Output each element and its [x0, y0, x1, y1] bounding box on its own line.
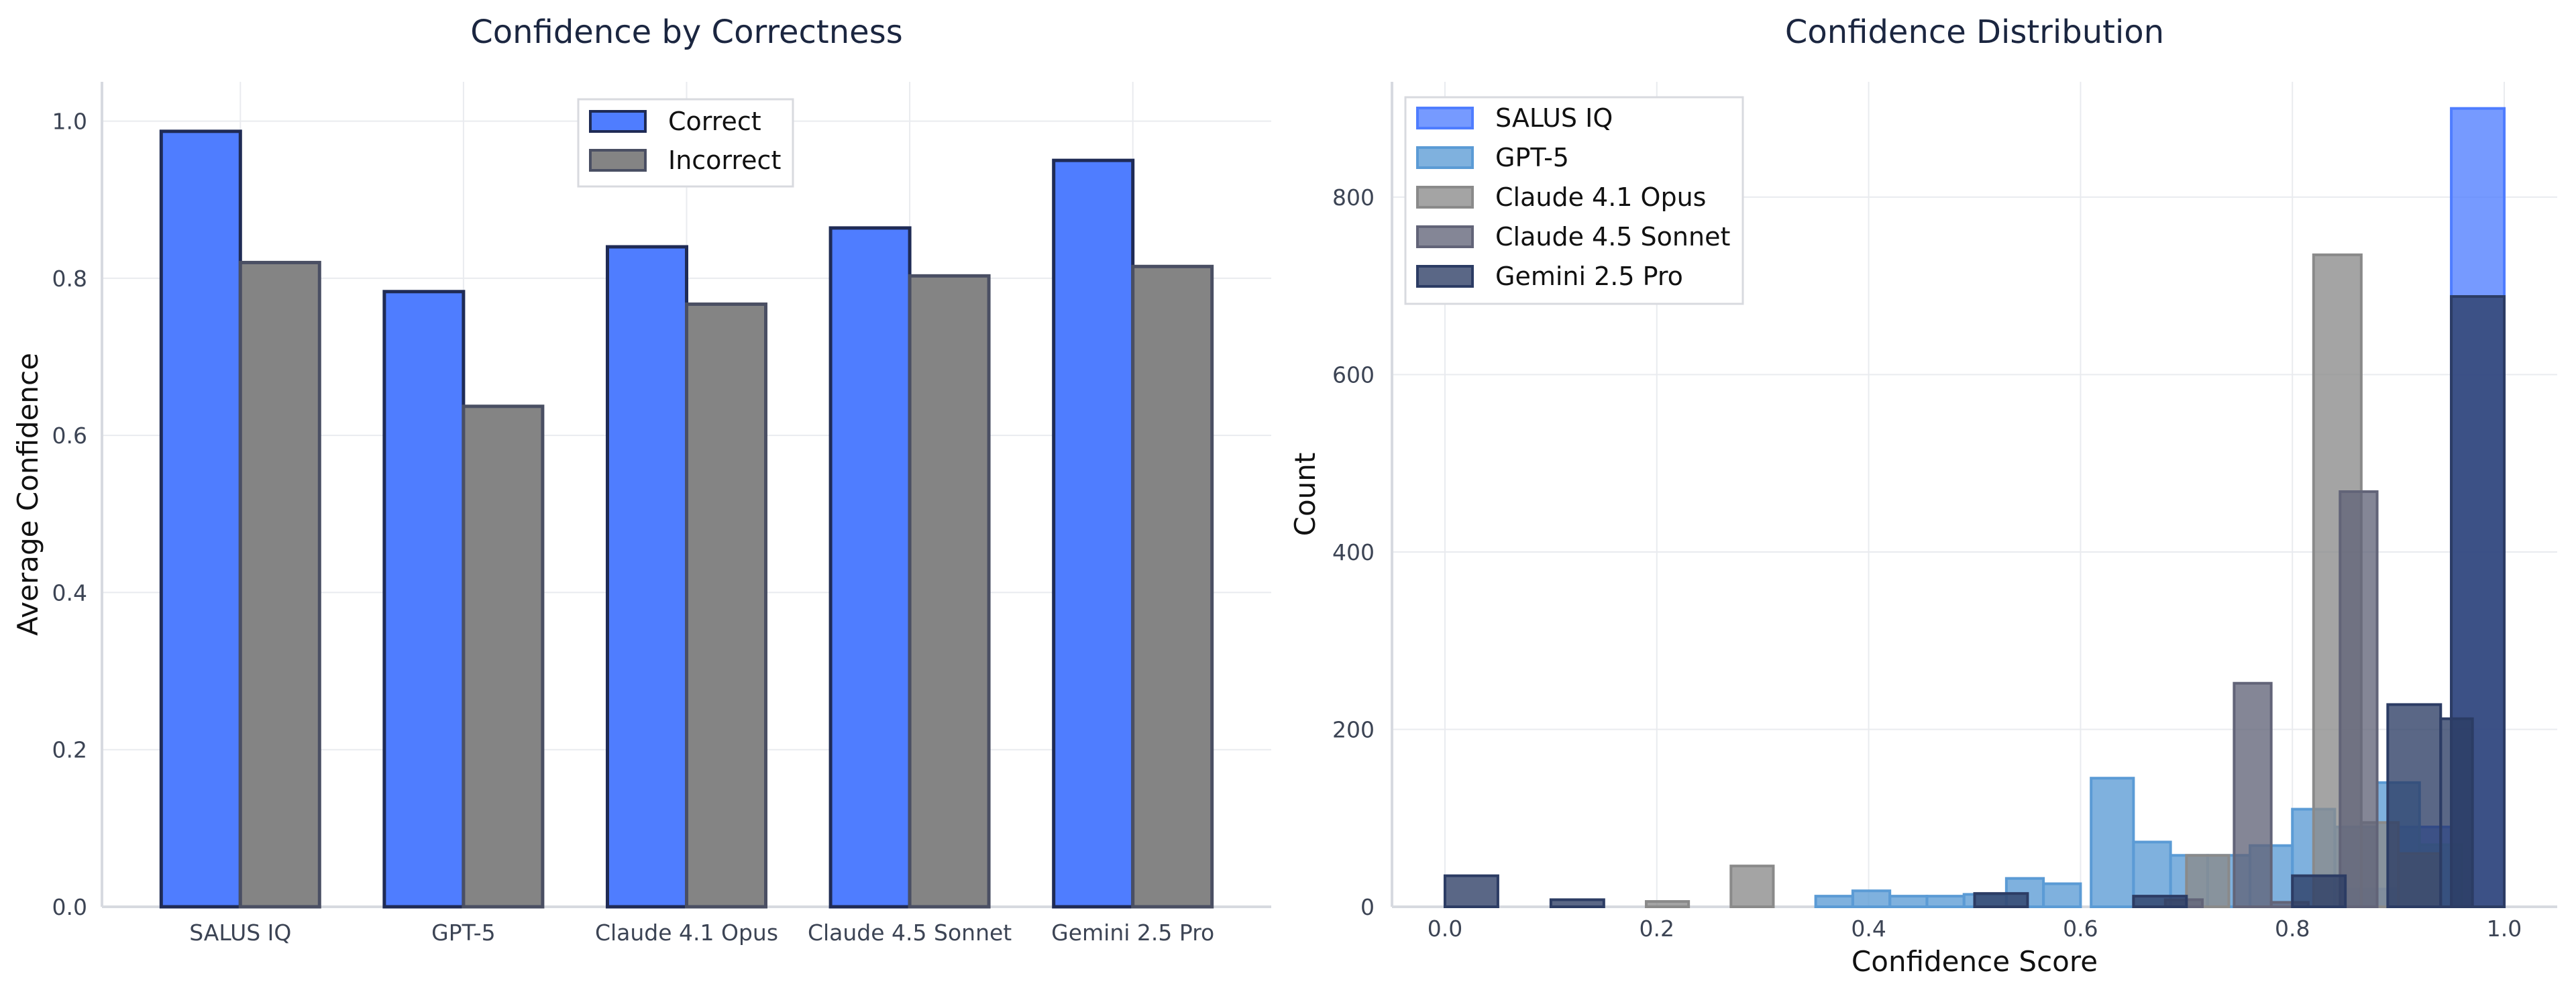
- hist-bar-gemini-2-5-pro: [2132, 895, 2188, 908]
- bar-correct-claude-4-1-opus: [606, 245, 688, 909]
- legend-swatch-claude-4-1-opus: [1416, 186, 1474, 209]
- x-tick-label: 0.6: [2063, 916, 2098, 942]
- x-tick-label: 0.4: [1851, 916, 1886, 942]
- x-tick-label: SALUS IQ: [189, 920, 291, 946]
- x-tick-label: 0.0: [1428, 916, 1462, 942]
- hist-bar-claude-4-5-sonnet: [2339, 490, 2379, 908]
- hist-bar-gemini-2-5-pro: [2386, 703, 2443, 909]
- legend-swatch-gpt-5: [1416, 146, 1474, 169]
- bar-correct-salus-iq: [159, 129, 242, 909]
- y-tick-label: 0.8: [52, 266, 87, 292]
- hist-bar-gemini-2-5-pro: [1549, 898, 1605, 908]
- y-tick-label: 600: [1332, 362, 1375, 388]
- bar-incorrect-gemini-2-5-pro: [1131, 264, 1214, 909]
- hist-bar-claude-4-1-opus: [1644, 900, 1690, 909]
- legend-swatch-claude-4-5-sonnet: [1416, 225, 1474, 248]
- hist-bar-gemini-2-5-pro: [2291, 874, 2347, 909]
- hist-bar-gpt-5: [1851, 889, 1892, 909]
- hist-bar-gpt-5: [1888, 895, 1929, 908]
- x-tick-label: 1.0: [2487, 916, 2522, 942]
- legend-swatch-correct: [589, 110, 647, 133]
- x-tick-label: 0.8: [2275, 916, 2310, 942]
- y-tick-label: 0: [1360, 894, 1375, 920]
- legend-label-incorrect: Incorrect: [668, 146, 781, 175]
- chart-title: Confidence Distribution: [1785, 13, 2164, 51]
- hist-bar-claude-4-5-sonnet: [2233, 681, 2273, 908]
- bar-correct-gemini-2-5-pro: [1052, 158, 1135, 909]
- x-tick-label: Gemini 2.5 Pro: [1051, 920, 1214, 946]
- bar-incorrect-salus-iq: [238, 260, 321, 909]
- histogram-chart: Confidence Distribution 0 200 400 600 800 0.0 0…: [1289, 13, 2557, 978]
- y-tick-label: 0.4: [52, 579, 87, 606]
- hist-bar-gemini-2-5-pro: [2450, 295, 2506, 908]
- y-tick-label: 200: [1332, 716, 1375, 742]
- legend-swatch-gemini-2-5-pro: [1416, 265, 1474, 288]
- x-tick-label: Claude 4.1 Opus: [595, 920, 778, 946]
- x-tick-label: 0.2: [1640, 916, 1674, 942]
- bar-correct-claude-4-5-sonnet: [828, 226, 912, 909]
- bar-incorrect-gpt-5: [462, 404, 545, 909]
- hist-bar-gemini-2-5-pro: [1443, 874, 1499, 909]
- hist-bar-gpt-5: [1925, 895, 1966, 908]
- y-axis-label: Count: [1289, 453, 1322, 537]
- x-tick-label: GPT-5: [431, 920, 496, 946]
- bar-incorrect-claude-4-1-opus: [685, 302, 767, 909]
- y-tick-label: 800: [1332, 184, 1375, 211]
- bar-chart: Confidence by Correctness 0.0 0.2 0.4 0.6 0.8…: [11, 13, 1271, 946]
- y-tick-label: 400: [1332, 539, 1375, 565]
- legend-label-gpt-5: GPT-5: [1495, 143, 1569, 172]
- chart-title: Confidence by Correctness: [470, 13, 902, 51]
- hist-bar-gemini-2-5-pro: [1973, 892, 2029, 908]
- legend-label-claude-4-5-sonnet: Claude 4.5 Sonnet: [1495, 222, 1730, 252]
- hist-bar-gpt-5: [2042, 882, 2082, 909]
- hist-bar-claude-4-1-opus: [2185, 854, 2231, 908]
- x-tick-label: Claude 4.5 Sonnet: [808, 920, 1012, 946]
- legend-swatch-salus-iq: [1416, 107, 1474, 129]
- y-tick-label: 0.2: [52, 737, 87, 763]
- y-tick-label: 0.0: [52, 894, 87, 920]
- legend-label-claude-4-1-opus: Claude 4.1 Opus: [1495, 182, 1706, 212]
- legend-swatch-incorrect: [589, 149, 647, 172]
- legend-label-correct: Correct: [668, 107, 761, 136]
- y-axis-label: Average Confidence: [11, 353, 44, 636]
- hist-bar-claude-4-1-opus: [1729, 865, 1775, 908]
- x-axis-label: Confidence Score: [1851, 945, 2098, 978]
- hist-bar-gpt-5: [1814, 895, 1854, 908]
- hist-bar-gpt-5: [2090, 777, 2135, 909]
- legend-label-gemini-2-5-pro: Gemini 2.5 Pro: [1495, 262, 1683, 291]
- legend-label-salus-iq: SALUS IQ: [1495, 103, 1613, 133]
- bar-incorrect-claude-4-5-sonnet: [908, 274, 991, 909]
- y-tick-label: 1.0: [52, 109, 87, 135]
- bar-correct-gpt-5: [382, 290, 466, 909]
- y-tick-label: 0.6: [52, 423, 87, 449]
